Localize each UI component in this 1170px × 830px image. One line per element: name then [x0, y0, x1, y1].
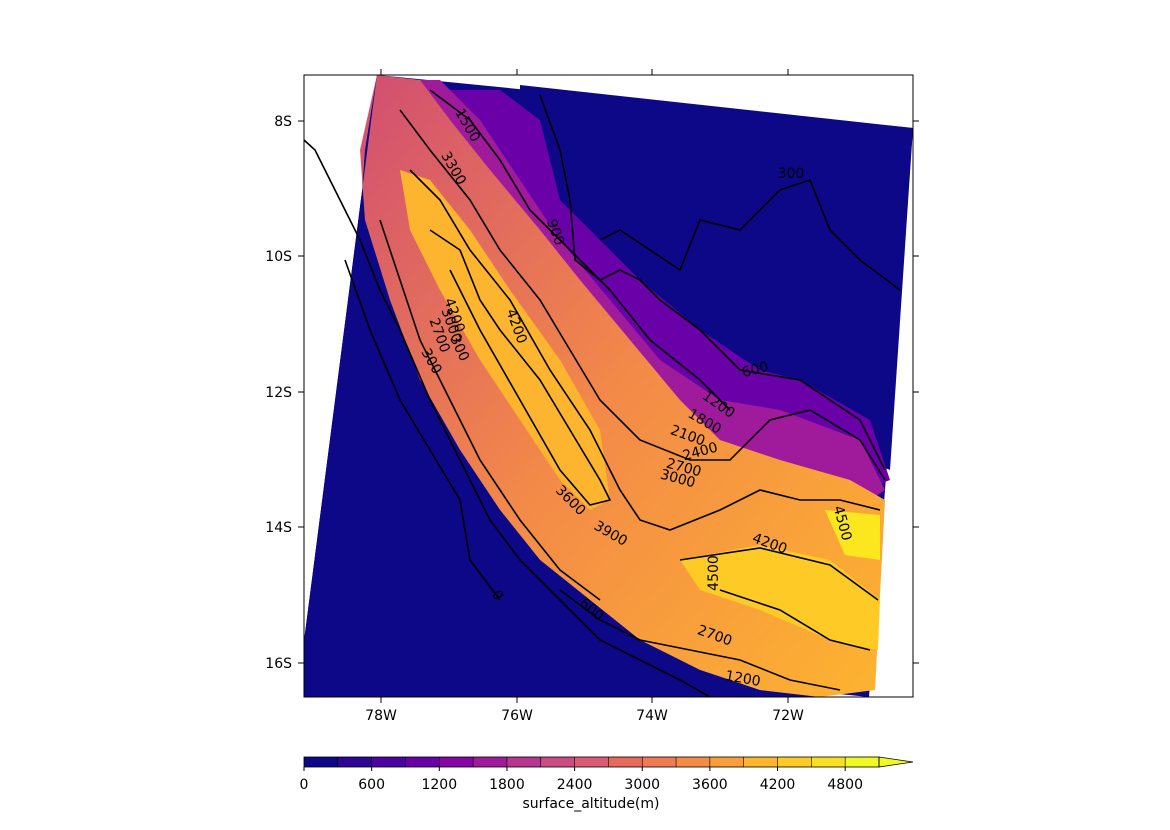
- contour-4200: [429, 229, 612, 506]
- high-plateau-south: [680, 545, 880, 650]
- lon-tick-label: 76W: [501, 708, 533, 724]
- contour-900: [429, 89, 731, 411]
- colorbar-segment: [540, 757, 576, 767]
- lat-tick-label: 8S: [274, 114, 292, 130]
- colorbar-segment: [371, 757, 406, 767]
- colorbar-tick-label: 1200: [421, 777, 457, 793]
- contour-label: 300: [778, 166, 805, 182]
- longitude-ticks: 78W 76W 74W 72W: [365, 69, 804, 724]
- colorbar-segment: [743, 757, 779, 767]
- colorbar-segment: [506, 757, 542, 767]
- contour-label: 1200: [724, 668, 762, 690]
- colorbar-segment: [304, 757, 339, 767]
- high-plateau-north: [400, 170, 610, 510]
- eastern-lowland-region: [520, 85, 913, 470]
- colorbar-tick-label: 600: [358, 777, 385, 793]
- colorbar-tick-label: 3600: [692, 777, 728, 793]
- lat-tick-label: 14S: [265, 520, 292, 536]
- contour-label: 4500: [706, 555, 722, 591]
- slope-region-high: [400, 80, 885, 520]
- colorbar: 0 600 1200 1800 2400 3000 3600 4200 4800: [300, 756, 914, 793]
- contour-label: 600: [740, 359, 770, 381]
- colorbar-segment: [642, 757, 677, 767]
- colorbar-segment: [473, 757, 508, 767]
- colorbar-segment: [811, 757, 846, 767]
- colorbar-segment: [574, 757, 609, 767]
- colorbar-tick-label: 1800: [489, 777, 525, 793]
- colorbar-segment: [709, 757, 745, 767]
- peak-southeast: [825, 510, 880, 560]
- contour-2700: [559, 589, 841, 691]
- lon-tick-label: 78W: [365, 708, 397, 724]
- colorbar-tick-label: 2400: [557, 777, 593, 793]
- colorbar-segment: [845, 757, 880, 767]
- contour-4200-south: [679, 547, 879, 601]
- colorbar-segment: [608, 757, 643, 767]
- map-field: [304, 75, 913, 697]
- contour-steep-west: [379, 219, 601, 601]
- colorbar-segment: [676, 757, 711, 767]
- colorbar-tick-label: 4800: [827, 777, 863, 793]
- lat-tick-label: 16S: [265, 656, 292, 672]
- lon-tick-label: 72W: [772, 708, 804, 724]
- colorbar-tick-label: 0: [300, 777, 309, 793]
- contour-600: [539, 94, 886, 471]
- colorbar-segment: [405, 757, 440, 767]
- contour-lines: [304, 89, 901, 697]
- lon-tick-label: 74W: [636, 708, 668, 724]
- andes-ridge: [360, 75, 885, 697]
- colorbar-segment: [337, 757, 373, 767]
- colorbar-label: surface_altitude(m): [522, 796, 659, 812]
- ocean-region: [304, 75, 820, 697]
- coastline: [304, 139, 711, 697]
- contour-1500: [399, 109, 886, 481]
- contour-300: [599, 179, 901, 291]
- lat-tick-label: 10S: [265, 249, 292, 265]
- lat-tick-label: 12S: [265, 385, 292, 401]
- colorbar-segment: [777, 757, 812, 767]
- colorbar-tick-label: 3000: [624, 777, 660, 793]
- latitude-ticks: 8S 10S 12S 14S 16S: [265, 114, 919, 672]
- colorbar-segment: [439, 757, 474, 767]
- colorbar-frame: [303, 756, 880, 768]
- contour-3000: [409, 169, 881, 531]
- colorbar-tick-label: 4200: [760, 777, 796, 793]
- map-axes-frame: [303, 74, 914, 698]
- contour-0: [344, 259, 501, 601]
- colorbar-extend-arrow: [878, 756, 914, 768]
- contour-4500: [719, 589, 871, 651]
